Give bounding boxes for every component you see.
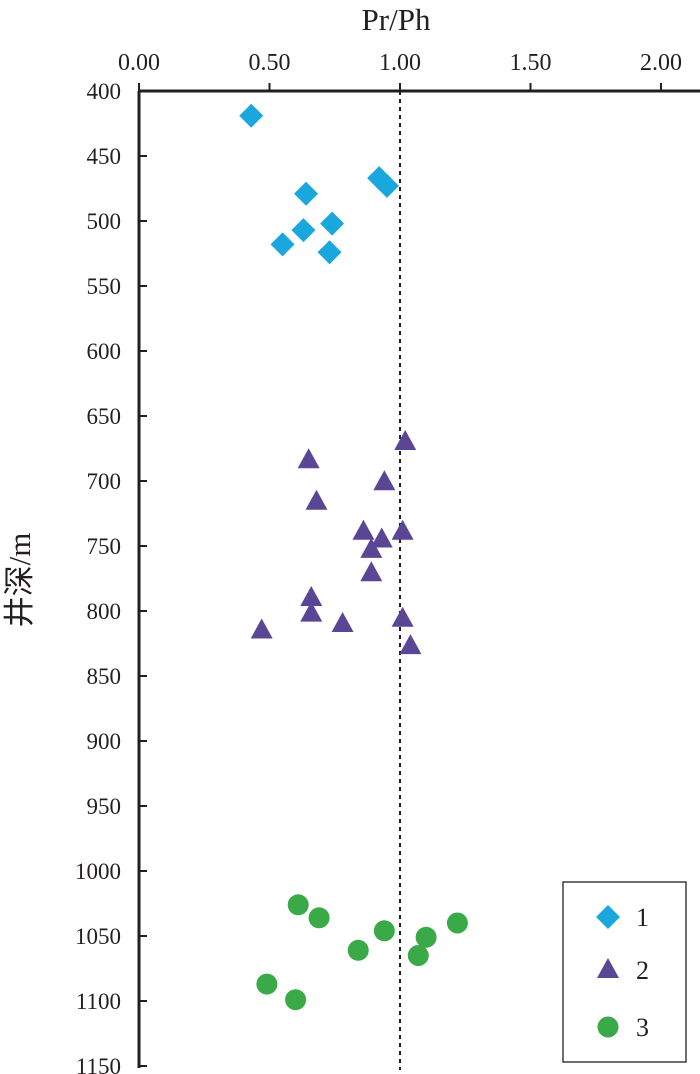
y-tick-label: 800 [87,599,122,624]
series-1-point-6 [291,218,316,243]
x-tick-label: 1.50 [510,50,552,76]
series-3-point-2 [308,907,330,929]
y-tick-label: 650 [87,404,122,429]
y-tick-label: 1050 [75,924,121,949]
axis-ticks: 0.00 0.50 1.00 1.50 2.00 400 450 500 550 600 650 70… [75,50,682,1074]
series-3-point-4 [373,920,395,942]
series-2-point-4 [305,489,328,510]
series-2-point-12 [391,606,414,627]
x-tick-label: 0.00 [118,50,160,76]
series-2-point-2 [297,448,320,469]
series-1-point-5 [320,211,345,236]
series-3-point-1 [287,894,309,916]
series-3-point-9 [285,989,307,1011]
legend-label-1: 1 [636,903,649,932]
series-2-point-14 [250,618,273,639]
series-2-point-6 [391,519,414,540]
y-tick-label: 550 [87,274,122,299]
y-tick-label: 850 [87,664,122,689]
y-tick-label: 400 [87,79,122,104]
x-tick-label: 0.50 [249,50,291,76]
series-3-point-8 [256,973,278,995]
series-2-point-10 [300,586,323,606]
series-2-point-13 [331,612,354,632]
legend-items: 1 2 3 [596,903,649,1042]
series-2-point-1 [394,430,417,450]
y-tick-label: 750 [87,534,122,559]
y-tick-label: 900 [87,729,122,754]
legend-marker-1 [596,905,620,929]
y-tick-label: 700 [87,469,122,494]
series-1 [239,103,399,265]
series-2-point-7 [370,527,393,548]
series-2-point-11 [300,601,323,622]
axes [137,89,700,1068]
y-tick-label: 500 [87,209,122,234]
series-2 [250,430,422,655]
series-2-point-9 [360,561,383,582]
series-1-point-1 [239,103,264,128]
series-3-point-5 [415,926,437,948]
series-1-point-4 [374,173,399,198]
x-tick-label: 2.00 [640,50,682,76]
legend-box [562,881,687,1063]
data-points [239,103,468,1011]
legend-marker-2 [597,958,619,978]
y-tick-label: 1150 [76,1054,121,1074]
series-3-point-6 [347,939,369,961]
legend-label-2: 2 [636,956,649,985]
series-3 [256,894,468,1011]
series-3-point-7 [407,945,429,966]
series-2-point-3 [373,470,396,491]
y-tick-label: 950 [87,794,122,819]
series-1-point-2 [294,181,319,206]
series-2-point-15 [399,634,422,655]
y-tick-label: 450 [87,144,122,169]
series-1-point-7 [270,232,295,257]
series-2-point-8 [360,537,383,558]
series-3-point-3 [446,912,468,934]
series-2-point-5 [352,519,375,540]
x-axis-title: Pr/Ph [362,2,431,37]
series-1-point-8 [317,240,342,265]
y-tick-label: 1000 [75,859,121,884]
legend-marker-3 [597,1016,619,1038]
y-tick-label: 600 [87,339,122,364]
legend: 1 2 3 [562,881,687,1063]
legend-label-3: 3 [636,1013,649,1042]
x-tick-label: 1.00 [379,50,421,76]
y-axis-title: 井深/m [2,533,37,628]
y-tick-label: 1100 [76,989,121,1014]
